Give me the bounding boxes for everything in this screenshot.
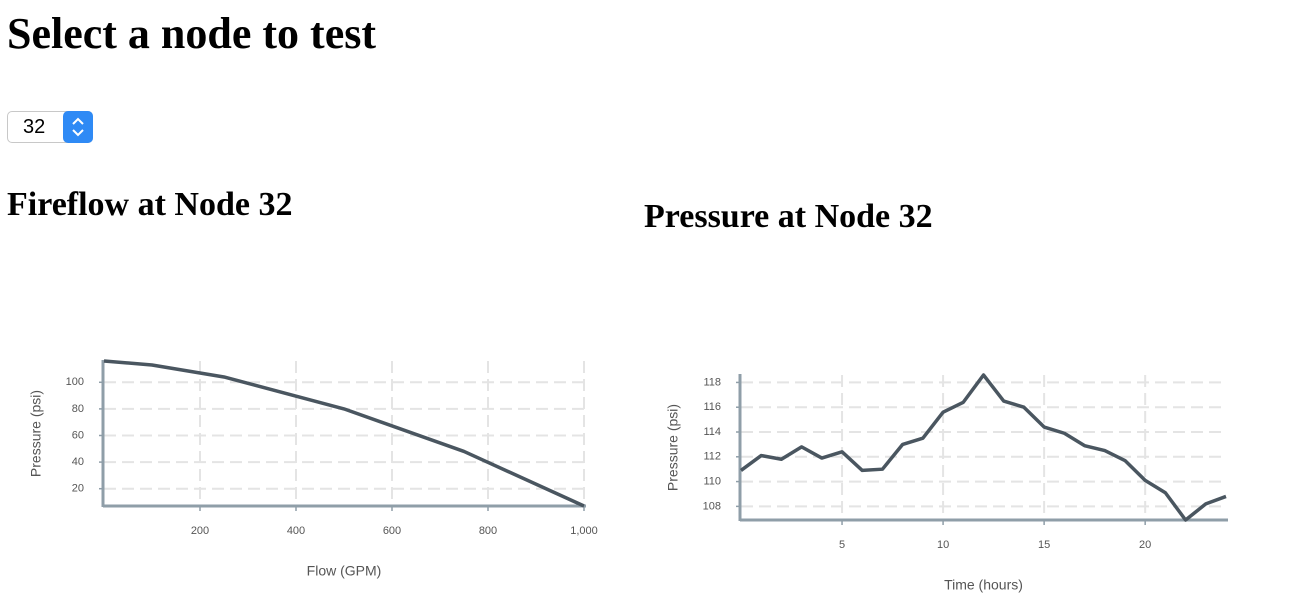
y-tick-label: 116 <box>703 401 721 413</box>
node-select[interactable]: 32 <box>7 111 93 143</box>
x-tick-label: 200 <box>191 525 209 537</box>
y-tick-label: 40 <box>72 456 84 468</box>
y-axis-label: Pressure (psi) <box>665 404 681 491</box>
x-tick-label: 10 <box>937 539 949 551</box>
x-tick-label: 800 <box>479 525 497 537</box>
y-tick-label: 20 <box>72 483 84 495</box>
x-tick-label: 600 <box>383 525 401 537</box>
data-line <box>739 373 1227 522</box>
x-tick-label: 5 <box>839 539 845 551</box>
x-tick-label: 15 <box>1038 539 1050 551</box>
page-title: Select a node to test <box>7 9 377 58</box>
select-arrows <box>63 111 93 143</box>
data-line <box>103 359 585 508</box>
y-axis-label: Pressure (psi) <box>28 390 44 477</box>
y-tick-label: 118 <box>703 376 721 388</box>
x-axis-label: Flow (GPM) <box>307 563 382 579</box>
x-axis-label: Time (hours) <box>944 577 1023 593</box>
chart-title: Fireflow at Node 32 <box>7 186 293 223</box>
y-tick-label: 100 <box>66 376 84 388</box>
x-tick-label: 1,000 <box>570 525 598 537</box>
x-tick-label: 400 <box>287 525 305 537</box>
y-tick-label: 112 <box>703 451 721 463</box>
y-tick-label: 114 <box>703 426 721 438</box>
y-tick-label: 60 <box>72 429 84 441</box>
y-tick-label: 80 <box>72 403 84 415</box>
select-value: 32 <box>23 116 46 138</box>
x-tick-label: 20 <box>1139 539 1151 551</box>
chart-title: Pressure at Node 32 <box>644 198 933 235</box>
y-tick-label: 110 <box>703 475 721 487</box>
y-tick-label: 108 <box>703 500 721 512</box>
